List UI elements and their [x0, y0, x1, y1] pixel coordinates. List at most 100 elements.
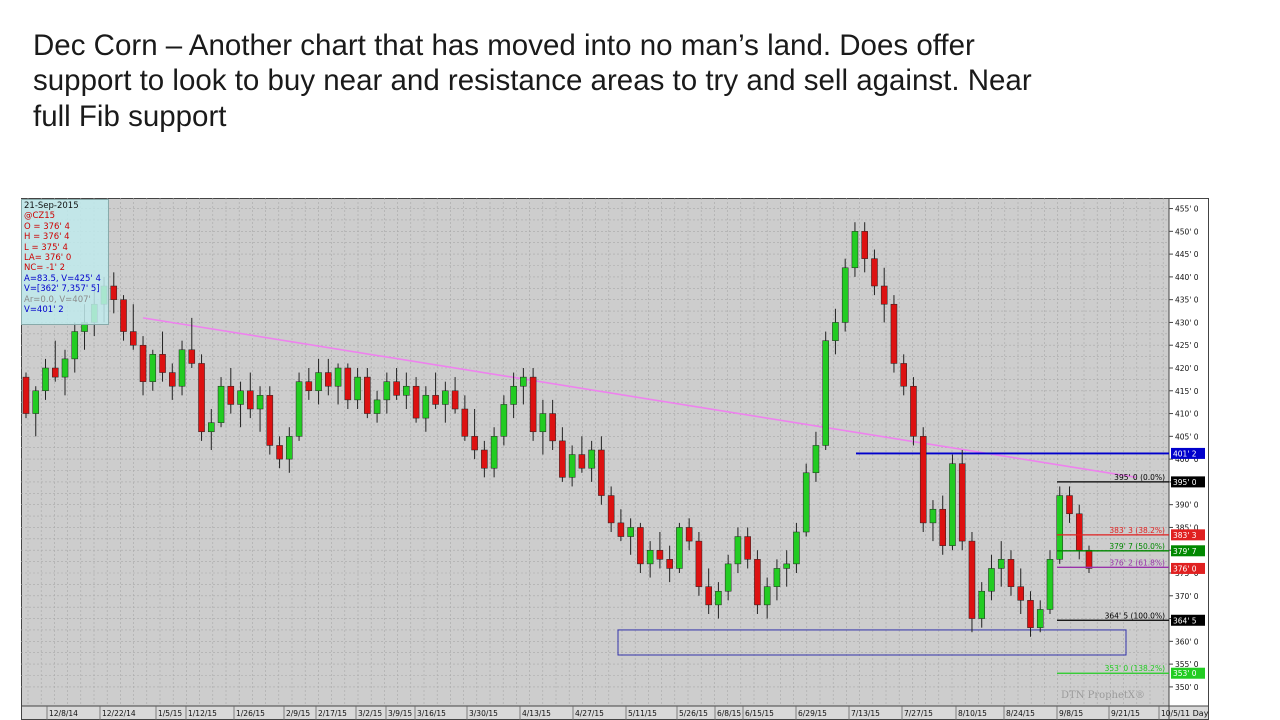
candle-body — [1075, 513, 1083, 551]
grid-lines — [21, 198, 1169, 706]
fib-label: 395' 0 (0.0%) — [1114, 473, 1165, 482]
price-tag-label: 376' 0 — [1173, 564, 1197, 573]
x-tick-label: 6/8/15 — [717, 709, 741, 718]
candle-body — [217, 385, 225, 423]
info-value: V=401' 2 — [24, 305, 64, 316]
fib-label: 383' 3 (38.2%) — [1109, 526, 1165, 535]
y-tick-label: 385' 0 — [1175, 523, 1199, 532]
y-tick-label: 445' 0 — [1175, 250, 1199, 259]
candle-body — [958, 463, 966, 542]
x-tick-label: 9/8/15 — [1059, 709, 1083, 718]
candle-body — [880, 285, 888, 305]
support-box — [617, 629, 1127, 656]
candle-body — [471, 436, 478, 451]
x-tick-label: 6/15/15 — [745, 709, 774, 718]
candle-body — [510, 385, 517, 405]
fib-label: 353' 0 (138.2%) — [1105, 664, 1165, 673]
candle-body — [393, 381, 400, 396]
candle-body — [247, 390, 254, 410]
candle-body — [169, 372, 176, 387]
x-tick-label: 1/12/15 — [188, 709, 217, 718]
fib-label: 364' 5 (100.0%) — [1105, 611, 1165, 620]
candle-body — [851, 231, 859, 269]
candle-body — [910, 385, 917, 437]
quote-info-box: 21-Sep-2015 @CZ15 O = 376' 4 H = 376' 4 … — [21, 199, 109, 325]
price-tag — [1171, 562, 1205, 574]
candle-body — [656, 549, 664, 560]
candle-body — [841, 267, 849, 323]
candle-body — [968, 540, 976, 619]
y-tick-label: 370' 0 — [1175, 592, 1199, 601]
candle-body — [1017, 586, 1025, 601]
info-faded: Ar=0.0, V=407' — [24, 294, 91, 305]
candle-body — [1007, 559, 1015, 587]
candle-body — [51, 367, 59, 378]
fib-label: 379' 7 (50.0%) — [1109, 542, 1165, 551]
candle-body — [403, 385, 410, 396]
price-tag-label: 353' 0 — [1173, 669, 1197, 678]
slide-title: Dec Corn – Another chart that has moved … — [33, 29, 1032, 133]
candle-body — [871, 258, 878, 287]
candle-body — [188, 349, 196, 364]
candle-body — [256, 395, 264, 410]
candle-body — [900, 363, 907, 387]
y-tick-label: 450' 0 — [1175, 227, 1199, 236]
y-tick-label: 415' 0 — [1175, 387, 1199, 396]
price-tag-label: 395' 0 — [1173, 478, 1197, 487]
candle-body — [832, 322, 839, 341]
candle-body — [1027, 600, 1034, 628]
candle-body — [139, 344, 147, 382]
candle-body — [344, 367, 352, 401]
candle-body — [812, 445, 820, 474]
candle-body — [432, 395, 439, 405]
candle-body — [32, 390, 40, 414]
price-chart: 395' 0 (0.0%) 383' 3 (38.2%) 379' 7 (50.0%… — [21, 198, 1209, 720]
candle-body — [539, 413, 547, 433]
candle-body — [773, 568, 781, 587]
candle-body — [549, 413, 556, 442]
x-tick-label: 9/21/15 — [1111, 709, 1140, 718]
candle-body — [1056, 495, 1064, 560]
candles — [22, 222, 1093, 637]
x-tick-label: 6/29/15 — [798, 709, 827, 718]
x-tick-label: 5/26/15 — [679, 709, 708, 718]
candle-body — [978, 590, 985, 619]
x-tick-label: 8/10/15 — [958, 709, 987, 718]
x-axis: 12/8/14 12/22/14 1/5/15 1/12/15 1/26/15 2/9/1… — [46, 706, 1185, 720]
candle-body — [568, 454, 576, 478]
price-tag-label: 401' 2 — [1173, 449, 1197, 458]
info-volume: V=[362' 7,357' 5] — [24, 284, 100, 295]
candle-body — [744, 536, 751, 560]
candle-body — [120, 299, 127, 332]
candle-body — [237, 390, 244, 405]
info-date: 21-Sep-2015 — [24, 201, 79, 211]
info-net-change: NC= -1' 2 — [24, 263, 66, 274]
candle-body — [490, 436, 498, 469]
candle-body — [637, 527, 644, 565]
candle-body — [997, 559, 1005, 569]
info-high: H = 376' 4 — [24, 232, 70, 243]
candle-body — [705, 586, 712, 606]
watermark: DTN ProphetX® — [1061, 690, 1145, 701]
candle-body — [559, 440, 566, 478]
candle-body — [793, 531, 800, 565]
x-tick-label: 3/30/15 — [469, 709, 498, 718]
candle-body — [724, 563, 732, 592]
candle-body — [627, 527, 634, 537]
candle-body — [178, 349, 186, 387]
candle-body — [110, 285, 118, 300]
candle-body — [1046, 559, 1054, 610]
x-axis-panel — [21, 706, 1209, 720]
price-tag — [1171, 529, 1205, 541]
candle-body — [159, 354, 166, 373]
price-tag — [1171, 545, 1205, 557]
candle-body — [1066, 495, 1073, 515]
info-low: L = 375' 4 — [24, 242, 68, 253]
candle-body — [734, 536, 742, 565]
candle-body — [42, 367, 49, 392]
x-tick-label: 4/13/15 — [522, 709, 551, 718]
x-tick-label: 1/26/15 — [236, 709, 265, 718]
y-tick-label: 425' 0 — [1175, 341, 1199, 350]
candle-body — [939, 508, 946, 546]
price-tag-label: 364' 5 — [1173, 616, 1197, 625]
